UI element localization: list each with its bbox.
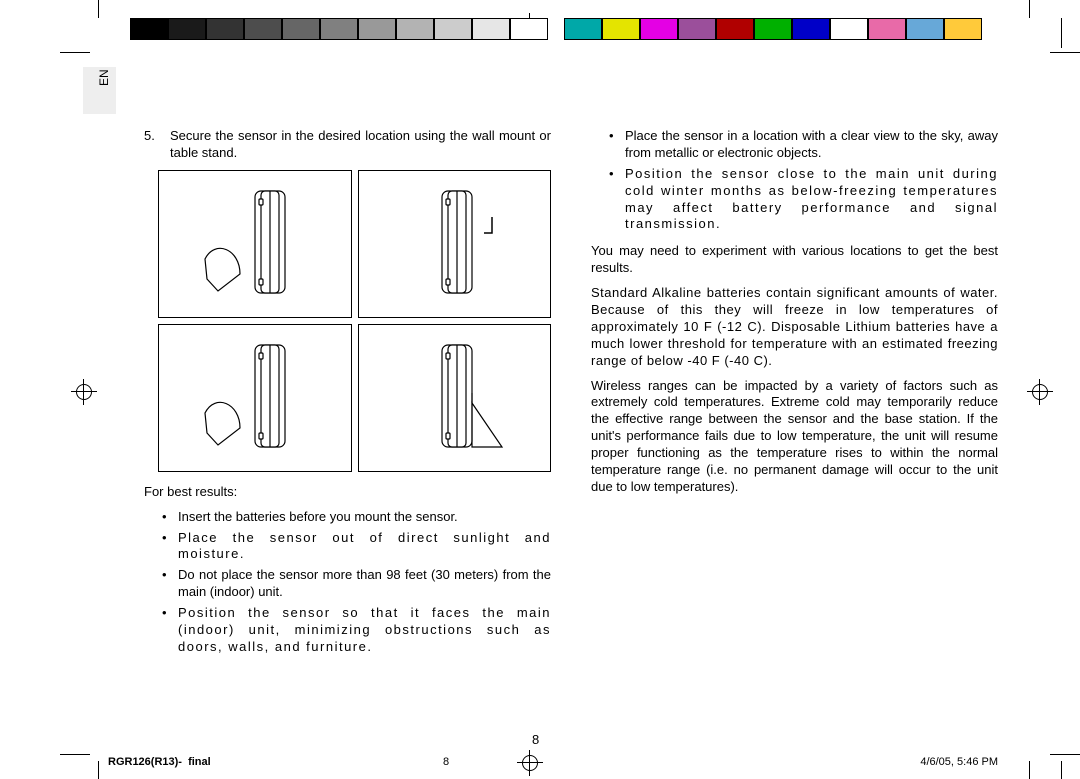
printer-registration-bars	[0, 18, 1080, 40]
footer-date: 4/6/05, 5:46 PM	[920, 756, 998, 768]
bullet-text: Position the sensor so that it faces the…	[178, 605, 551, 656]
gray-swatch	[282, 18, 320, 40]
sensor-mounting-figures	[158, 170, 551, 472]
language-label: EN	[97, 69, 111, 86]
crop-mark	[1050, 52, 1080, 53]
page-content: 5. Secure the sensor in the desired loca…	[144, 128, 998, 660]
step-text: Secure the sensor in the desired locatio…	[170, 128, 551, 162]
figure-wall-mount-1	[158, 170, 352, 318]
crop-mark	[60, 754, 90, 755]
bullet-item: •Position the sensor close to the main u…	[591, 166, 998, 234]
bullet-text: Position the sensor close to the main un…	[625, 166, 998, 234]
bullet-text: Do not place the sensor more than 98 fee…	[178, 567, 551, 601]
color-swatch	[906, 18, 944, 40]
bullet-text: Insert the batteries before you mount th…	[178, 509, 551, 526]
footer-page: 8	[443, 756, 449, 768]
color-swatch	[792, 18, 830, 40]
gray-swatch	[206, 18, 244, 40]
step-5: 5. Secure the sensor in the desired loca…	[144, 128, 551, 162]
color-swatch	[944, 18, 982, 40]
bullet-item: • Place the sensor in a location with a c…	[591, 128, 998, 162]
paragraph: Standard Alkaline batteries contain sign…	[591, 285, 998, 369]
right-column: • Place the sensor in a location with a c…	[591, 128, 998, 660]
gray-swatch	[320, 18, 358, 40]
gray-swatch	[358, 18, 396, 40]
color-swatch	[602, 18, 640, 40]
step-number: 5.	[144, 128, 162, 162]
registration-crosshair-icon	[1030, 382, 1050, 402]
color-swatch	[868, 18, 906, 40]
gray-swatch	[434, 18, 472, 40]
paragraph: You may need to experiment with various …	[591, 243, 998, 277]
gray-swatch	[168, 18, 206, 40]
bullet-dot-icon: •	[609, 166, 615, 234]
figure-table-stand-1	[358, 170, 552, 318]
crop-mark	[1029, 0, 1030, 18]
crop-mark	[1050, 754, 1080, 755]
paragraph: Wireless ranges can be impacted by a var…	[591, 378, 998, 496]
page-number: 8	[532, 732, 539, 747]
figure-wall-mount-2	[158, 324, 352, 472]
color-ramp	[564, 18, 982, 40]
print-page: EN 5. Secure the sensor in the desired l…	[0, 0, 1080, 779]
print-footer: RGR126(R13)- final 8 4/6/05, 5:46 PM	[108, 756, 998, 768]
color-swatch	[564, 18, 602, 40]
bullet-dot-icon: •	[609, 128, 615, 162]
bullet-item: • Do not place the sensor more than 98 fe…	[144, 567, 551, 601]
gray-swatch	[472, 18, 510, 40]
crop-mark	[1061, 761, 1062, 779]
bullet-text: Place the sensor in a location with a cl…	[625, 128, 998, 162]
color-swatch	[754, 18, 792, 40]
bullet-item: • Place the sensor out of direct sunlight…	[144, 530, 551, 564]
crop-mark	[1029, 761, 1030, 779]
figure-table-stand-2	[358, 324, 552, 472]
bullet-dot-icon: •	[162, 509, 168, 526]
gray-swatch	[244, 18, 282, 40]
bullet-dot-icon: •	[162, 567, 168, 601]
best-results-heading: For best results:	[144, 484, 551, 501]
bullet-text: Place the sensor out of direct sunlight …	[178, 530, 551, 564]
gray-swatch	[130, 18, 168, 40]
bullet-item: • Insert the batteries before you mount t…	[144, 509, 551, 526]
left-column: 5. Secure the sensor in the desired loca…	[144, 128, 551, 660]
crop-mark	[98, 761, 99, 779]
crop-mark	[60, 52, 90, 53]
footer-doc-name: RGR126(R13)- final	[108, 756, 211, 768]
registration-crosshair-icon	[74, 382, 94, 402]
gray-swatch	[510, 18, 548, 40]
color-swatch	[678, 18, 716, 40]
gray-ramp	[130, 18, 548, 40]
color-swatch	[716, 18, 754, 40]
color-swatch	[830, 18, 868, 40]
crop-mark	[98, 0, 99, 18]
bullet-dot-icon: •	[162, 605, 168, 656]
bullet-item: •Position the sensor so that it faces th…	[144, 605, 551, 656]
bullet-dot-icon: •	[162, 530, 168, 564]
color-swatch	[640, 18, 678, 40]
gray-swatch	[396, 18, 434, 40]
